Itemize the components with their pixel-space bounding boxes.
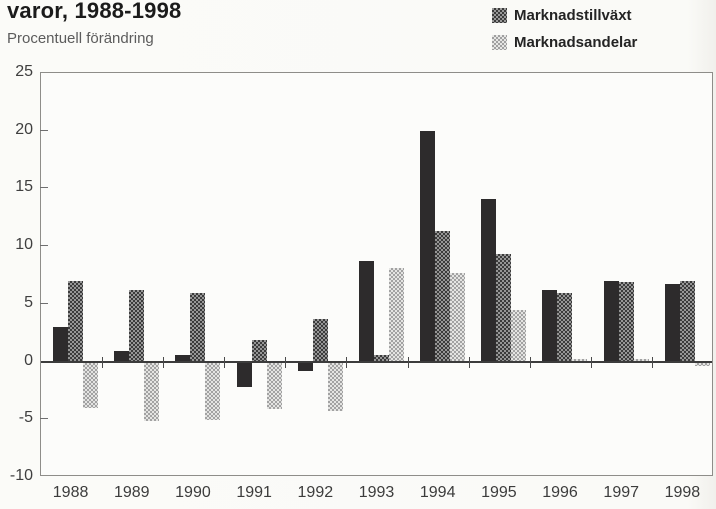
- x-tick-label: 1988: [52, 484, 89, 501]
- bar-marknadstillvaxt-1991: [251, 339, 267, 362]
- bar-marknadstillvaxt-1989: [129, 290, 145, 362]
- x-axis-tick: [224, 356, 226, 368]
- bar-solid-black-1994: [420, 130, 436, 362]
- legend: Marknadstillväxt Marknadsandelar: [492, 4, 637, 58]
- bar-marknadsandelar-1996: [572, 359, 588, 362]
- bar-marknadstillvaxt-1994: [435, 231, 451, 362]
- bar-marknadsandelar-1997: [633, 359, 649, 362]
- legend-item-marknadstillvaxt: Marknadstillväxt: [492, 4, 637, 26]
- x-axis-tick: [529, 356, 531, 368]
- bar-marknadstillvaxt-1995: [496, 254, 512, 362]
- bar-marknadsandelar-1998: [694, 362, 710, 367]
- bar-marknadstillvaxt-1997: [618, 281, 634, 362]
- zero-axis-line: [41, 360, 712, 363]
- bar-marknadsandelar-1994: [450, 272, 466, 362]
- x-axis-tick: [101, 356, 103, 368]
- bar-marknadsandelar-1990: [205, 362, 221, 421]
- y-tick-label: 10: [15, 236, 33, 254]
- x-tick-label: 1993: [358, 484, 395, 501]
- x-tick-label: 1991: [236, 484, 272, 501]
- bar-solid-black-1995: [481, 198, 497, 362]
- light-checker-icon: [492, 34, 507, 50]
- y-tick-label: -10: [9, 467, 33, 484]
- bar-marknadstillvaxt-1988: [68, 280, 83, 362]
- y-tick-label: 0: [24, 351, 33, 369]
- bar-solid-black-1992: [297, 362, 313, 371]
- bar-marknadsandelar-1988: [83, 362, 98, 408]
- x-tick-label: 1995: [481, 484, 517, 501]
- bar-solid-black-1993: [358, 261, 374, 362]
- x-tick-label: 1996: [542, 484, 578, 501]
- x-tick-label: 1998: [664, 484, 701, 501]
- x-axis-tick: [652, 356, 654, 368]
- y-tick-label: -5: [18, 409, 33, 427]
- bar-marknadstillvaxt-1998: [679, 280, 695, 362]
- legend-label: Marknadsandelar: [514, 33, 638, 51]
- x-axis-tick: [162, 356, 164, 368]
- x-tick-label: 1992: [297, 484, 334, 501]
- x-tick-label: 1997: [603, 484, 640, 501]
- x-tick-label: 1989: [113, 484, 150, 501]
- bar-marknadstillvaxt-1992: [312, 318, 328, 362]
- plot-area: [40, 72, 713, 476]
- bar-solid-black-1997: [603, 280, 619, 362]
- x-axis-tick: [346, 356, 348, 368]
- y-tick-label: 5: [24, 293, 33, 311]
- bar-marknadsandelar-1992: [327, 362, 343, 412]
- bar-solid-black-1989: [114, 351, 130, 362]
- y-tick-label: 20: [15, 120, 33, 138]
- x-axis-tick: [407, 356, 409, 368]
- x-axis-tick: [591, 356, 593, 368]
- y-tick-label: 15: [15, 178, 33, 196]
- bar-marknadsandelar-1993: [388, 268, 404, 362]
- bar-solid-black-1998: [664, 284, 680, 362]
- bar-solid-black-1996: [542, 290, 558, 362]
- bar-solid-black-1991: [236, 362, 252, 387]
- chart-title: varor, 1988-1998: [7, 0, 182, 23]
- bar-marknadstillvaxt-1993: [373, 354, 389, 362]
- bar-marknadstillvaxt-1996: [557, 293, 573, 362]
- bar-marknadstillvaxt-1990: [190, 293, 206, 362]
- legend-label: Marknadstillväxt: [514, 6, 632, 24]
- bar-marknadsandelar-1995: [511, 309, 527, 362]
- x-tick-label: 1990: [175, 484, 211, 501]
- bar-solid-black-1988: [53, 326, 68, 362]
- dark-checker-icon: [492, 7, 507, 23]
- x-axis-tick: [285, 356, 287, 368]
- x-axis-tick: [468, 356, 470, 368]
- bar-marknadsandelar-1989: [144, 362, 160, 422]
- bar-marknadsandelar-1991: [266, 362, 282, 409]
- bar-solid-black-1990: [175, 354, 191, 362]
- x-tick-label: 1994: [419, 484, 456, 501]
- chart-subtitle: Procentuell förändring: [7, 30, 154, 47]
- legend-item-marknadsandelar: Marknadsandelar: [492, 31, 637, 53]
- y-tick-label: 25: [15, 63, 33, 80]
